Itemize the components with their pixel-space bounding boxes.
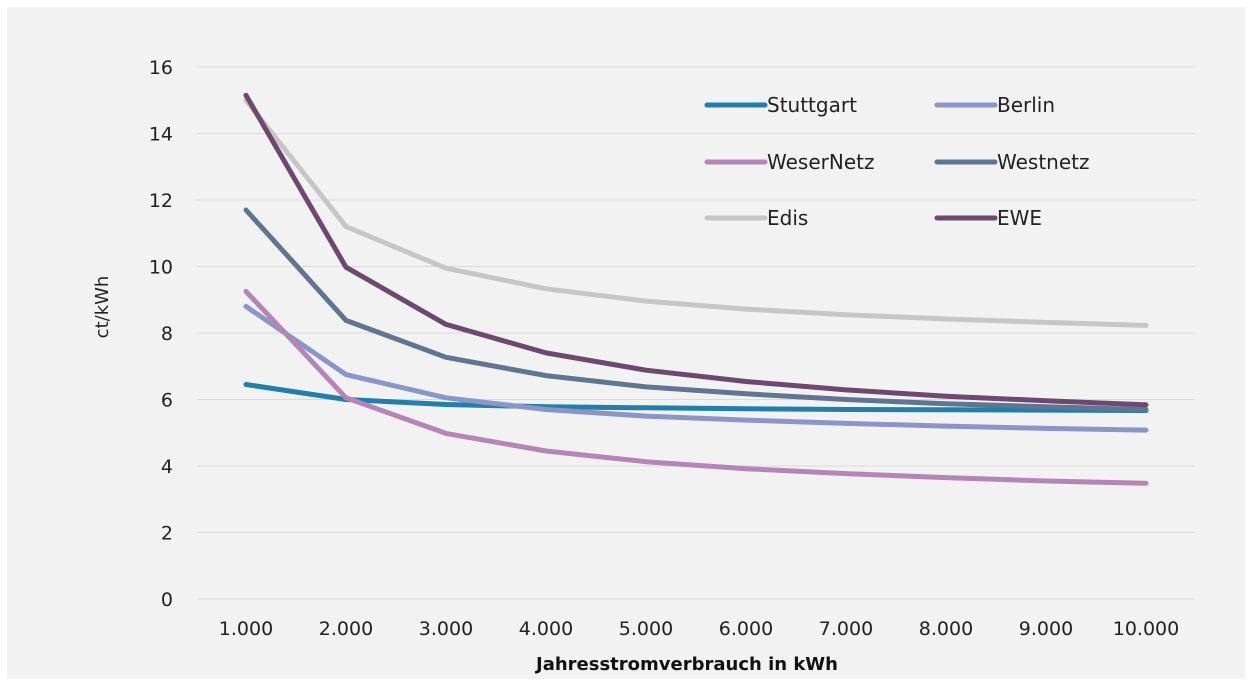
x-tick-label: 10.000	[1113, 618, 1179, 640]
legend-label: WeserNetz	[767, 150, 874, 174]
legend-label: Berlin	[997, 93, 1055, 117]
y-axis-title: ct/kWh	[92, 276, 113, 339]
legend-label: Edis	[767, 206, 808, 230]
y-tick-label: 8	[161, 323, 173, 345]
x-axis-title: Jahresstromverbrauch in kWh	[534, 654, 838, 675]
series-line-edis	[243, 97, 1149, 328]
y-tick-label: 14	[149, 124, 173, 146]
x-tick-label: 5.000	[619, 618, 673, 640]
legend-label: Stuttgart	[767, 93, 857, 117]
x-tick-label: 2.000	[319, 618, 373, 640]
gridlines	[197, 66, 1195, 600]
legend: Stuttgart Berlin WeserNetz Westnetz Edis EWE	[704, 93, 1090, 230]
y-tick-label: 4	[161, 456, 173, 478]
y-tick-label: 16	[149, 57, 173, 79]
series-line-wesernetz	[243, 288, 1149, 486]
x-tick-label: 3.000	[419, 618, 473, 640]
series-lines	[243, 92, 1149, 486]
y-axis-ticks: 0 2 4 6 8 10 12 14 16	[149, 57, 173, 611]
x-axis-ticks: 1.000 2.000 3.000 4.000 5.000 6.000 7.000 8.000…	[219, 618, 1179, 640]
x-tick-label: 6.000	[719, 618, 773, 640]
series-line-ewe	[243, 92, 1149, 408]
x-tick-label: 1.000	[219, 618, 273, 640]
y-tick-label: 12	[149, 190, 173, 212]
series-line-berlin	[243, 303, 1149, 433]
legend-label: Westnetz	[997, 150, 1090, 174]
series-line-stuttgart	[243, 382, 1149, 413]
x-tick-label: 9.000	[1019, 618, 1073, 640]
y-tick-label: 10	[149, 257, 173, 279]
y-tick-label: 6	[161, 390, 173, 412]
y-tick-label: 2	[161, 523, 173, 545]
y-tick-label: 0	[161, 589, 173, 611]
series-line-westnetz	[243, 207, 1149, 412]
chart-frame: 0 2 4 6 8 10 12 14 16 1.000 2.000 3.000 4.000 5.000 6…	[7, 7, 1245, 679]
x-tick-label: 4.000	[519, 618, 573, 640]
x-tick-label: 7.000	[819, 618, 873, 640]
legend-label: EWE	[997, 206, 1042, 230]
x-tick-label: 8.000	[919, 618, 973, 640]
line-chart: 0 2 4 6 8 10 12 14 16 1.000 2.000 3.000 4.000 5.000 6…	[92, 57, 1195, 675]
